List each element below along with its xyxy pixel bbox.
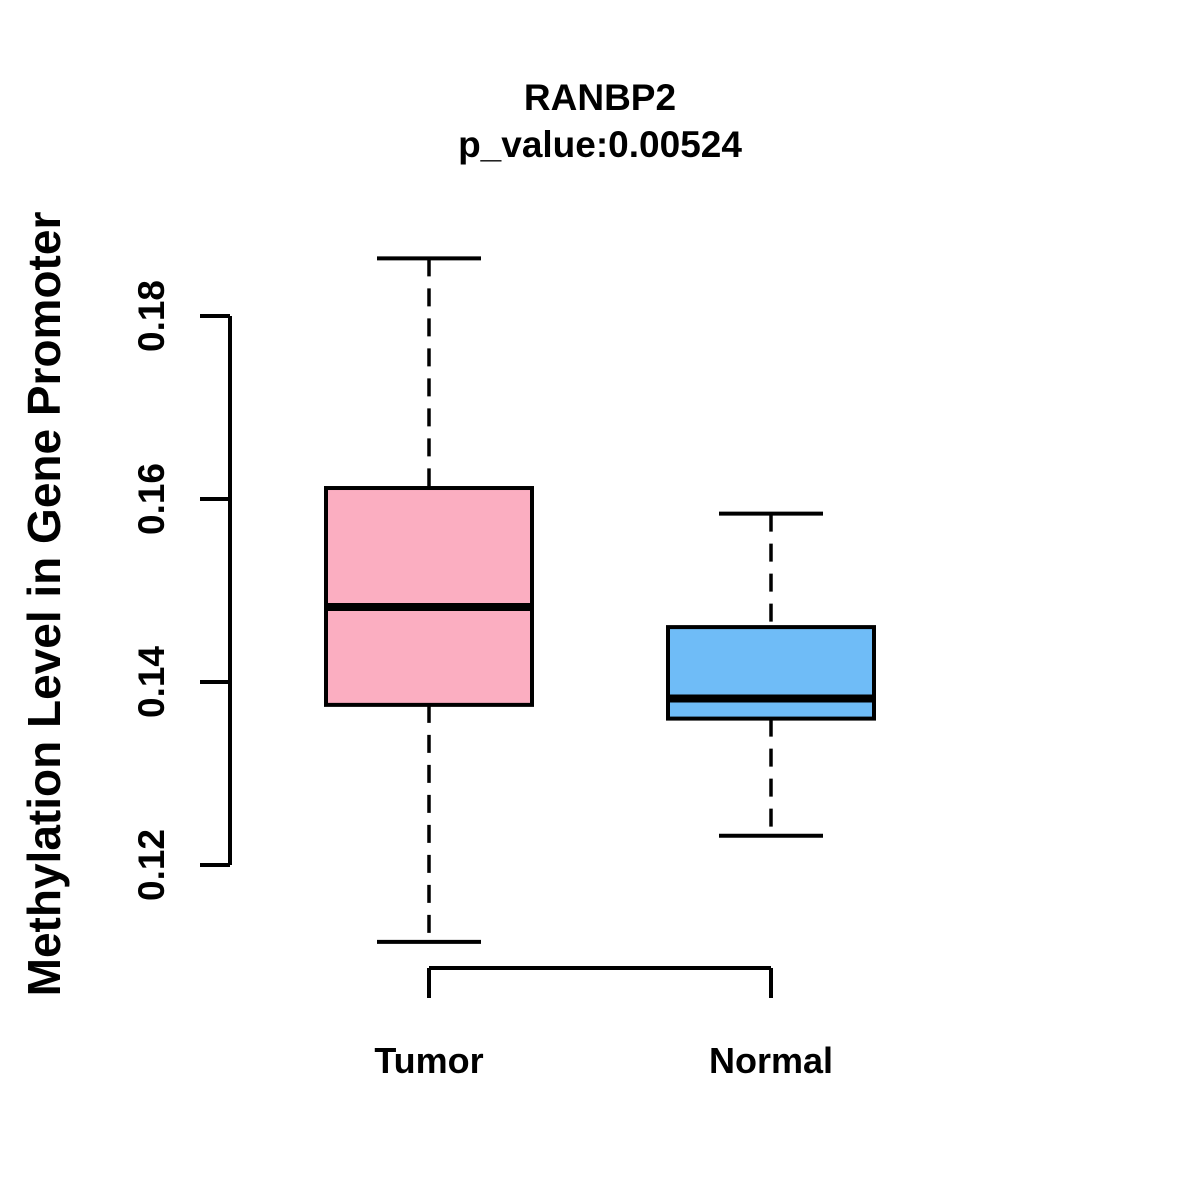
y-tick-label: 0.12 [131, 828, 172, 902]
x-label-normal: Normal [708, 1040, 834, 1081]
chart-subtitle: p_value:0.00524 [458, 124, 742, 166]
y-tick-label: 0.18 [131, 279, 172, 353]
chart-header: RANBP2 p_value:0.00524 [458, 74, 742, 169]
x-label-tumor: Tumor [374, 1040, 484, 1081]
tumor-box [324, 486, 534, 707]
chart-title: RANBP2 [523, 77, 677, 118]
normal-box [666, 625, 876, 721]
y-tick-label: 0.16 [131, 462, 172, 536]
y-tick-label: 0.14 [131, 645, 172, 719]
